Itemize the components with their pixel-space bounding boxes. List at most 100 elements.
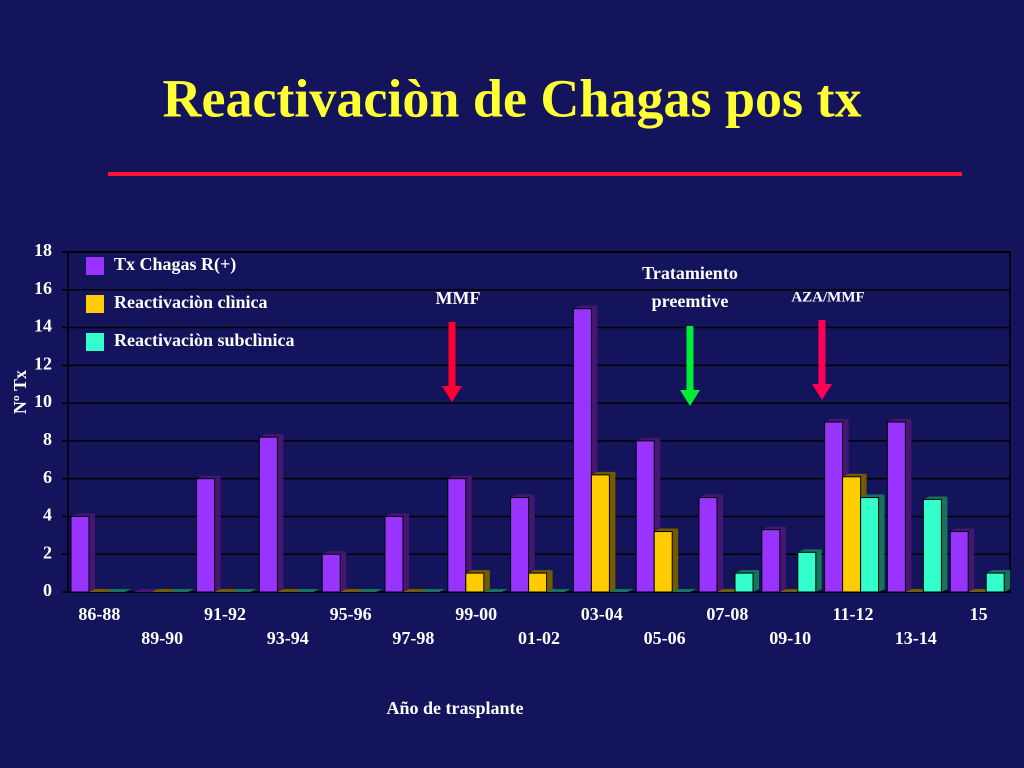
x-tick-label: 95-96 xyxy=(330,604,372,624)
x-tick-label: 01-02 xyxy=(518,628,560,648)
bar-side xyxy=(340,551,347,592)
bar-top xyxy=(824,419,849,422)
x-tick-label: 91-92 xyxy=(204,604,246,624)
bar-top xyxy=(591,471,616,475)
bar xyxy=(384,515,404,593)
legend-label: Reactivaciòn subclìnica xyxy=(114,330,295,350)
bar xyxy=(797,551,817,593)
bar-top xyxy=(358,589,383,592)
bar xyxy=(590,474,610,593)
bar-side xyxy=(609,471,616,592)
bar-top xyxy=(528,570,553,574)
x-tick-label: 07-08 xyxy=(706,604,748,624)
bar-top xyxy=(609,589,634,592)
legend-label: Reactivaciòn clìnica xyxy=(114,292,267,312)
y-tick-label: 6 xyxy=(43,467,52,487)
bar xyxy=(70,515,90,593)
bar-side xyxy=(779,526,786,592)
y-tick-label: 12 xyxy=(34,353,52,373)
bar-top xyxy=(887,419,912,422)
bar-top xyxy=(385,513,409,517)
bar-side xyxy=(941,496,948,592)
legend-swatch xyxy=(86,333,104,351)
y-tick-label: 16 xyxy=(34,278,52,298)
y-tick-label: 4 xyxy=(43,505,52,525)
bar-top xyxy=(340,589,365,592)
bar xyxy=(824,421,844,593)
y-tick-label: 8 xyxy=(43,429,52,449)
x-tick-label: 13-14 xyxy=(895,628,937,648)
y-tick-label: 10 xyxy=(34,391,52,411)
bar xyxy=(761,529,781,593)
bar-top xyxy=(672,589,697,592)
bar-side xyxy=(878,494,885,592)
legend-swatch xyxy=(86,257,104,275)
bar xyxy=(572,308,592,593)
annotation: Tratamiento xyxy=(642,263,738,283)
bar-side xyxy=(717,494,723,592)
bar xyxy=(698,497,718,593)
bar xyxy=(510,497,530,593)
bar-top xyxy=(322,551,347,555)
x-tick-label: 99-00 xyxy=(455,604,497,624)
bar-top xyxy=(699,494,723,498)
bar-top xyxy=(950,528,975,532)
bar-side xyxy=(277,434,284,592)
bar-top xyxy=(447,475,472,479)
x-tick-label: 05-06 xyxy=(644,628,686,648)
x-tick-label: 03-04 xyxy=(581,604,623,624)
bar-top xyxy=(214,589,239,592)
bar xyxy=(985,572,1005,593)
bar-top xyxy=(89,589,113,592)
arrow-head xyxy=(442,386,462,402)
annotation: preemtive xyxy=(652,291,729,311)
y-tick-label: 0 xyxy=(43,580,52,600)
bar xyxy=(465,572,485,593)
bar-top xyxy=(403,589,427,592)
bar xyxy=(949,531,969,593)
bar xyxy=(842,476,862,593)
bar xyxy=(734,572,754,593)
bar xyxy=(258,436,278,593)
bar-top xyxy=(196,475,221,479)
bar-top xyxy=(797,549,822,553)
bar-top xyxy=(636,437,661,441)
y-tick-label: 2 xyxy=(43,542,52,562)
bar-top xyxy=(761,526,786,530)
bar-top xyxy=(259,434,284,438)
bar xyxy=(321,553,341,593)
bar xyxy=(860,497,880,593)
bar-top xyxy=(421,589,445,592)
x-tick-label: 97-98 xyxy=(392,628,434,648)
y-tick-label: 14 xyxy=(34,316,52,336)
bar-top xyxy=(277,589,302,592)
bar-top xyxy=(842,473,867,477)
bar xyxy=(653,531,673,593)
bar xyxy=(528,572,548,593)
bar-top xyxy=(573,305,598,309)
bar-top xyxy=(465,570,490,574)
bar-side xyxy=(1004,570,1011,592)
bar-top xyxy=(735,570,759,574)
bar-top xyxy=(483,589,508,592)
bar-top xyxy=(546,589,571,592)
legend-swatch xyxy=(86,295,104,313)
bar-top xyxy=(860,494,885,498)
bar-side xyxy=(968,528,975,592)
x-tick-label: 86-88 xyxy=(78,604,120,624)
x-tick-label: 09-10 xyxy=(769,628,811,648)
y-axis-label: Nº Tx xyxy=(10,370,30,414)
legend-label: Tx Chagas R(+) xyxy=(114,254,236,275)
bar-top xyxy=(986,570,1011,574)
bar-side xyxy=(403,513,409,592)
bar-side xyxy=(89,513,95,592)
bar xyxy=(922,498,942,593)
bar-side xyxy=(483,570,490,592)
arrow-head xyxy=(680,390,700,406)
bar-side xyxy=(528,494,535,592)
bar-side xyxy=(465,475,472,592)
bar-top xyxy=(169,589,194,592)
bar-side xyxy=(905,419,912,592)
y-tick-label: 18 xyxy=(34,240,52,260)
